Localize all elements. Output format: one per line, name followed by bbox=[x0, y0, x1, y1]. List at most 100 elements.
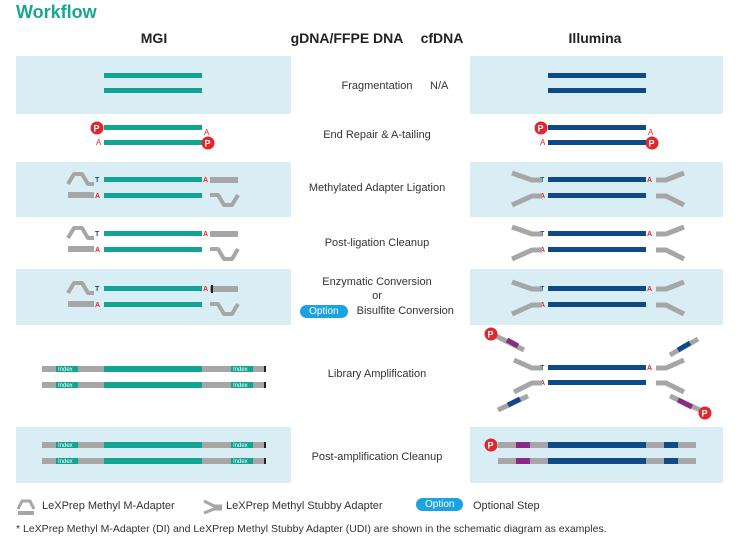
mgi-lig-a-conv: A bbox=[95, 302, 100, 309]
mgi-er-top bbox=[104, 125, 202, 130]
ill-lig-a2-lig: A bbox=[647, 177, 652, 184]
mgi-lig-bottom-clean bbox=[104, 247, 202, 252]
ill-stubby-right-bottom-clean bbox=[656, 247, 686, 262]
mgi-lig-top-conv bbox=[104, 286, 202, 291]
ill-lib-index-left-1 bbox=[516, 458, 530, 464]
mgi-lib-insert-clean-0 bbox=[104, 442, 202, 448]
mgi-adapter-stem-left-conv bbox=[68, 301, 94, 307]
legend-stubby-icon-bottom bbox=[203, 507, 222, 515]
mgi-lib-end-clean-0 bbox=[264, 442, 266, 448]
mgi-lig-t-clean: T bbox=[95, 231, 100, 238]
ill-lib-insert-1 bbox=[548, 458, 646, 464]
ill-stubby-left-bottom-conv bbox=[510, 302, 542, 317]
mgi-m-adapter-left-clean bbox=[66, 226, 94, 240]
ill-lig-a-lig: A bbox=[540, 193, 545, 200]
ill-amp-a: A bbox=[540, 380, 545, 387]
ill-er-p-top-label: P bbox=[538, 124, 544, 134]
ill-stubby-left-top-lig bbox=[511, 170, 542, 183]
mgi-lib-index-left-label-amp-0: Index bbox=[58, 367, 73, 373]
mgi-lig-bottom-conv bbox=[104, 302, 202, 307]
ill-er-a-bottom: A bbox=[540, 138, 546, 147]
illumina-panel-4 bbox=[470, 269, 723, 325]
ill-amp-stub-lb bbox=[512, 380, 542, 395]
step-label-bisulfite: Bisulfite Conversion bbox=[356, 305, 454, 318]
legend-optional-step: Optional Step bbox=[473, 500, 540, 512]
mgi-lib-index-left-label-clean-1: Index bbox=[58, 459, 73, 465]
ill-amp-p-lr-label: P bbox=[702, 409, 708, 419]
ill-lig-top-conv bbox=[548, 286, 646, 291]
column-illumina: Illumina bbox=[568, 30, 622, 46]
mgi-lib-index-right-clean-0 bbox=[231, 442, 253, 448]
legend-m-adapter: LeXPrep Methyl M-Adapter bbox=[42, 500, 175, 512]
mgi-lib-index-right-label-clean-0: Index bbox=[233, 443, 248, 449]
mgi-lib-end-amp-1 bbox=[264, 382, 266, 388]
ill-amp-index-ll bbox=[506, 396, 522, 408]
mgi-lig-top-lig bbox=[104, 177, 202, 182]
mgi-lib-index-right-clean-1 bbox=[231, 458, 253, 464]
ill-dna-top bbox=[548, 73, 646, 78]
ill-lib-index-right-1 bbox=[664, 458, 678, 464]
ill-amp-stub-rt bbox=[656, 357, 686, 371]
mgi-lib-index-left-label-amp-1: Index bbox=[58, 383, 73, 389]
ill-lig-a2-clean: A bbox=[647, 231, 652, 238]
illumina-panel-2 bbox=[470, 162, 723, 217]
mgi-adapter-stem-left-clean bbox=[68, 246, 94, 252]
ill-lig-a2-conv: A bbox=[647, 286, 652, 293]
mgi-lib-index-right-amp-0 bbox=[231, 366, 253, 372]
ill-stubby-right-bottom-lig bbox=[656, 193, 686, 208]
page-title: Workflow bbox=[16, 2, 97, 22]
ill-lib-index-right-0 bbox=[664, 442, 678, 448]
ill-amp-top bbox=[548, 365, 646, 370]
legend-option-badge: Option bbox=[416, 498, 464, 511]
ill-stubby-right-top-conv bbox=[656, 279, 685, 292]
ill-lib-p bbox=[484, 438, 498, 452]
step-label-fragmentation: Fragmentation bbox=[341, 80, 413, 92]
ill-stubby-left-bottom-clean bbox=[510, 247, 542, 262]
mgi-lib-insert-clean-1 bbox=[104, 458, 202, 464]
mgi-dna-top bbox=[104, 73, 202, 78]
ill-lig-bottom-conv bbox=[548, 302, 646, 307]
mgi-lib-end-amp-0 bbox=[264, 366, 266, 372]
mgi-er-bottom bbox=[104, 140, 202, 145]
ill-er-top bbox=[548, 125, 646, 130]
mgi-lig-a2-clean: A bbox=[203, 231, 208, 238]
ill-amp-t: T bbox=[540, 365, 545, 372]
mgi-lib-index-right-label-amp-0: Index bbox=[233, 367, 248, 373]
mgi-lig-a2-lig: A bbox=[203, 177, 208, 184]
ill-lig-t-conv: T bbox=[540, 286, 545, 293]
ill-stubby-right-bottom-conv bbox=[656, 302, 686, 317]
ill-er-p-top bbox=[534, 121, 548, 135]
mgi-lib-index-right-label-amp-1: Index bbox=[233, 383, 248, 389]
mgi-lib-index-left-amp-1 bbox=[56, 382, 78, 388]
mgi-adapter-stem-right-clean bbox=[210, 231, 238, 237]
mgi-panel-2 bbox=[16, 162, 291, 217]
ill-lig-t-clean: T bbox=[540, 231, 545, 238]
mgi-lib-insert-amp-0 bbox=[104, 366, 202, 372]
ill-lig-top-clean bbox=[548, 231, 646, 236]
step-label-adapter-ligation: Methylated Adapter Ligation bbox=[308, 182, 446, 194]
mgi-lib-index-right-amp-1 bbox=[231, 382, 253, 388]
illumina-panel-0 bbox=[470, 56, 723, 114]
ill-lig-top-lig bbox=[548, 177, 646, 182]
ill-stubby-right-top-clean bbox=[656, 224, 685, 237]
step-label-library-amplification: Library Amplification bbox=[327, 368, 427, 380]
ill-amp-stub-rb bbox=[656, 380, 686, 395]
ill-lig-bottom-lig bbox=[548, 193, 646, 198]
ill-er-p-bottom-label: P bbox=[649, 139, 655, 149]
mgi-conv-mark-conv bbox=[211, 285, 213, 293]
mgi-m-adapter-right-conv bbox=[210, 302, 240, 316]
mgi-m-adapter-right-lig bbox=[210, 193, 240, 207]
ill-stubby-right-top-lig bbox=[656, 170, 685, 183]
mgi-panel-6 bbox=[16, 427, 291, 483]
ill-stubby-left-top-clean bbox=[511, 224, 542, 237]
ill-dna-bottom bbox=[548, 88, 646, 93]
ill-stubby-left-bottom-lig bbox=[510, 193, 542, 208]
column-mgi: MGI bbox=[140, 30, 168, 46]
ill-lib-insert-0 bbox=[548, 442, 646, 448]
column-cfdna: cfDNA bbox=[420, 30, 464, 46]
mgi-panel-4 bbox=[16, 269, 291, 325]
mgi-m-adapter-left-lig bbox=[66, 172, 94, 186]
ill-lig-t-lig: T bbox=[540, 177, 545, 184]
cfdna-na: N/A bbox=[430, 80, 449, 92]
